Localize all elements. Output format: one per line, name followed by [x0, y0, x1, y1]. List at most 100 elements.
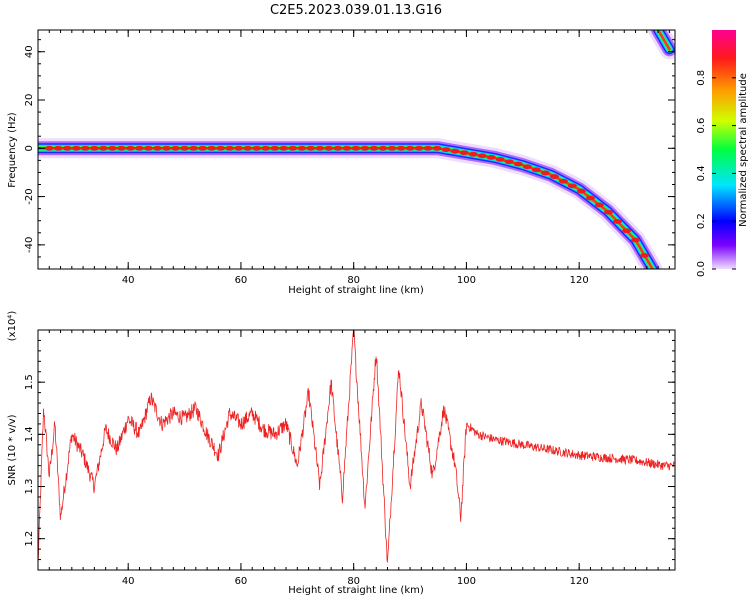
spectrogram-xtick-label: 40	[122, 275, 135, 286]
spectrogram-ylabel: Frequency (Hz)	[7, 112, 18, 188]
snr-ylabel: SNR (10 * v/v)	[7, 414, 18, 485]
spectral-peak	[414, 145, 424, 151]
snr-plot	[38, 330, 675, 563]
spectral-peak	[468, 151, 478, 157]
spectral-peak	[261, 145, 271, 151]
colorbar-label: Normalized spectral amplitude	[738, 73, 749, 227]
spectral-peak	[162, 145, 172, 151]
spectral-peak	[360, 145, 370, 151]
snr-xlabel: Height of straight line (km)	[288, 585, 424, 596]
snr-xtick-label: 100	[457, 576, 476, 587]
snr-ytick-label: 1.3	[24, 479, 35, 495]
colorbar-tick-label: 0.2	[696, 213, 707, 229]
spectral-peak	[594, 202, 604, 208]
spectral-peak	[558, 178, 568, 184]
snr-xtick-label: 40	[122, 576, 135, 587]
spectral-peak	[180, 145, 190, 151]
spectrogram-ytick-label: 40	[24, 45, 35, 58]
spectral-peak	[441, 147, 451, 153]
snr-series-line	[38, 330, 675, 563]
colorbar-tick-label: 0.6	[696, 118, 707, 134]
spectral-peak	[631, 237, 641, 243]
spectral-peak	[143, 145, 153, 151]
spectral-peak	[279, 145, 289, 151]
spectral-peak	[432, 145, 442, 151]
snr-ytick-label: 1.5	[24, 374, 35, 390]
spectral-peak	[134, 145, 144, 151]
spectral-peak	[80, 145, 90, 151]
colorbar-gradient	[712, 30, 736, 269]
spectral-peak	[450, 148, 460, 154]
spectral-peak	[622, 228, 632, 234]
spectral-trace-band	[38, 141, 660, 269]
spectral-trace-band	[38, 146, 655, 269]
spectrogram-ytick-label: 0	[24, 145, 35, 151]
spectral-peak	[576, 188, 586, 194]
colorbar-tick-label: 0.4	[696, 165, 707, 181]
spectrogram-xtick-label: 60	[235, 275, 248, 286]
spectral-peak	[89, 145, 99, 151]
spectral-peak	[125, 145, 135, 151]
spectral-peak	[378, 145, 388, 151]
spectral-peak	[324, 145, 334, 151]
spectral-trace-band	[38, 147, 654, 269]
spectral-peak	[387, 145, 397, 151]
spectral-peak	[153, 145, 163, 151]
spectral-peak	[640, 253, 650, 258]
spectral-peak	[207, 145, 217, 151]
spectral-trace-band	[38, 143, 658, 269]
snr-frame	[37, 329, 676, 571]
spectral-peak	[613, 219, 623, 224]
spectral-peak	[116, 145, 126, 151]
spectral-peak	[270, 145, 280, 151]
spectral-peak	[405, 145, 415, 151]
spectral-peak	[225, 145, 235, 151]
spectrogram-ytick-label: 20	[24, 94, 35, 107]
colorbar: 0.0 0.2 0.4 0.6 0.8 Normalized spectral ampl…	[696, 30, 749, 277]
spectral-peak	[234, 145, 244, 151]
spectral-peak	[306, 145, 316, 151]
spectral-peak	[567, 183, 577, 189]
spectral-peak	[98, 145, 108, 151]
spectral-peak	[495, 156, 505, 162]
spectral-peak	[603, 209, 613, 215]
spectrogram-ytick-label: -40	[24, 237, 35, 253]
spectral-trace-band	[38, 144, 656, 269]
spectral-peak	[477, 153, 487, 159]
spectral-peak	[243, 145, 253, 151]
spectral-peak	[71, 145, 81, 151]
snr-scale-label: (x10⁴)	[7, 311, 18, 342]
spectral-peak	[53, 145, 63, 151]
spectrogram-panel: 40 60 80 100 120 -40 -20 0 20 40 Height of straig…	[7, 29, 676, 296]
spectral-peak	[351, 145, 361, 151]
spectral-peak	[171, 145, 181, 151]
spectrogram-xlabel: Height of straight line (km)	[288, 285, 424, 296]
snr-ytick-label: 1.4	[24, 426, 35, 442]
spectral-peak	[216, 145, 226, 151]
spectral-peak	[459, 150, 469, 156]
spectral-peak	[297, 145, 307, 151]
spectral-peak	[288, 145, 298, 151]
snr-xtick-label: 80	[347, 576, 360, 587]
colorbar-tick-label: 0.8	[696, 70, 707, 86]
snr-panel: 40 60 80 100 120 1.2 1.3 1.4 1.5 Height of strai…	[7, 311, 676, 596]
spectral-peak	[504, 159, 514, 165]
spectral-peak	[369, 145, 379, 151]
spectral-peak	[585, 195, 595, 201]
spectrogram-plot	[38, 30, 675, 269]
spectral-peak	[549, 174, 559, 179]
spectral-peak	[198, 145, 208, 151]
snr-xtick-label: 60	[235, 576, 248, 587]
snr-ytick-label: 1.2	[24, 531, 35, 547]
spectral-peak	[44, 145, 54, 151]
spectral-peak	[342, 145, 352, 151]
spectral-peak	[252, 145, 262, 151]
page-title: C2E5.2023.039.01.13.G16	[270, 3, 442, 18]
spectral-peak	[315, 145, 325, 151]
spectrogram-xtick-label: 120	[570, 275, 589, 286]
spectral-peak	[189, 145, 199, 151]
spectral-peak	[107, 145, 117, 151]
colorbar-tick-label: 0.0	[696, 261, 707, 277]
spectral-peak	[62, 145, 72, 151]
